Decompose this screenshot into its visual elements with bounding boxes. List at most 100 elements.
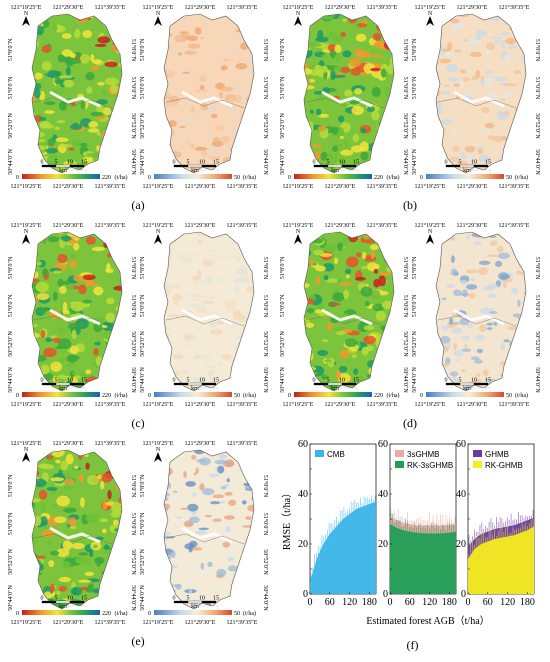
lon-tick-bottom: 121°19′25″E — [283, 401, 314, 408]
lon-tick-top: 121°29′30″E — [53, 440, 84, 447]
agb-patch — [47, 137, 56, 147]
agb-patch — [84, 571, 95, 576]
uncertainty-patch — [164, 535, 170, 540]
colorbar-min: 0 — [288, 175, 291, 181]
uncertainty-patch — [200, 562, 205, 570]
agb-patch — [52, 291, 58, 302]
uncertainty-patch — [247, 277, 252, 285]
y-tick-label: 20 — [456, 539, 466, 550]
uncertainty-patch — [480, 80, 485, 86]
uncertainty-patch — [457, 138, 462, 142]
uncertainty-patch — [219, 91, 223, 99]
colorbar: 0 50 (t/ha) — [148, 610, 256, 617]
uncertainty-patch — [218, 362, 223, 366]
uncertainty-patch — [498, 113, 508, 121]
region-boundary — [435, 231, 527, 392]
lon-tick-top: 121°39′35″E — [95, 440, 126, 447]
agb-patch — [309, 109, 314, 114]
lon-tick-top: 121°19′25″E — [283, 4, 314, 11]
agb-patch — [93, 347, 99, 356]
lat-tick-right: 51°8′0″N — [262, 257, 268, 280]
uncertainty-patch — [460, 279, 468, 286]
lat-tick-left: 51°0′0″N — [139, 512, 146, 535]
lat-tick-right: 51°8′0″N — [130, 39, 137, 62]
scale-tick: 15 — [485, 160, 491, 166]
lon-tick-top: 121°19′25″E — [143, 440, 174, 447]
agb-patch — [35, 555, 47, 559]
agb-patch — [373, 268, 379, 274]
uncertainty-patch — [241, 500, 247, 505]
uncertainty-patch — [470, 277, 476, 282]
scale-tick: 5 — [55, 160, 58, 166]
lat-tick-right: 50°44′0″N — [402, 367, 409, 393]
agb-patch — [379, 271, 392, 277]
uncertainty-patch — [481, 129, 490, 133]
uncertainty-patch — [450, 327, 463, 334]
lat-tick-right: 50°52′0″N — [130, 113, 137, 139]
scale-segment — [69, 600, 85, 604]
agb-patch — [337, 242, 344, 252]
scale-bar: 0 5 10 15 km — [173, 160, 220, 175]
uncertainty-patch — [484, 122, 495, 129]
colorbar-unit: (t/ha) — [115, 174, 128, 181]
lat-tick-left: 51°8′0″N — [8, 38, 14, 61]
lat-tick-left: 50°52′0″N — [139, 549, 146, 575]
uncertainty-patch — [227, 565, 238, 572]
agb-patch — [306, 322, 314, 328]
uncertainty-patch — [172, 354, 184, 360]
lat-tick-right: 51°0′0″N — [402, 77, 409, 100]
lat-tick-left: 51°0′0″N — [411, 76, 418, 99]
uncertainty-patch — [445, 64, 459, 73]
colorbar-unit: (t/ha) — [243, 392, 256, 399]
lat-tick-left: 50°44′0″N — [8, 585, 14, 611]
agb-patch — [59, 144, 73, 148]
agb-patch — [65, 453, 74, 465]
river — [181, 308, 233, 326]
colorbar-unit: (t/ha) — [115, 392, 128, 399]
agb-patch — [95, 536, 104, 541]
agb-patch — [69, 253, 77, 259]
uncertainty-patch — [452, 343, 458, 351]
agb-patch — [359, 141, 369, 153]
region-boundary — [163, 449, 255, 610]
rmse-subplot-2: 0 20 40 60 0 60 120 180 3sGHMB RK-3sGHMB — [378, 439, 457, 608]
uncertainty-patch — [446, 283, 456, 288]
uncertainty-patch — [220, 135, 231, 144]
x-tick-label: 60 — [483, 597, 493, 608]
agb-patch — [36, 261, 42, 266]
uncertainty-patch — [221, 354, 232, 360]
lat-tick-left: 50°52′0″N — [411, 331, 418, 357]
colorbar: 0 220 (t/ha) — [16, 610, 128, 617]
agb-patch — [68, 147, 75, 151]
region-boundary — [163, 231, 255, 392]
agb-patch — [71, 542, 85, 550]
uncertainty-patch — [190, 294, 203, 298]
agb-patch — [109, 84, 119, 94]
agb-patch — [371, 86, 381, 97]
agb-map: 121°19′25″E 121°19′25″E 121°29′30″E 121°29′… — [280, 220, 409, 408]
uncertainty-patch — [177, 375, 183, 379]
uncertainty-patch — [442, 362, 450, 368]
scale-segment — [201, 164, 217, 168]
uncertainty-patch — [199, 84, 205, 90]
uncertainty-patch — [199, 483, 205, 491]
lat-tick-left: 50°52′0″N — [411, 113, 418, 139]
uncertainty-patch — [507, 45, 518, 49]
scale-bar: 0 5 10 15 km — [313, 378, 360, 393]
agb-patch — [57, 326, 66, 333]
uncertainty-patch — [232, 309, 242, 317]
agb-patch — [313, 249, 325, 256]
agb-patch — [32, 93, 36, 104]
north-arrow-shape — [154, 234, 162, 244]
agb-patch — [363, 325, 374, 331]
colorbar-max: 50 — [234, 175, 240, 181]
agb-patch — [35, 281, 49, 293]
north-arrow-shape — [154, 16, 162, 26]
uncertainty-patch — [487, 293, 497, 299]
scale-unit: km — [463, 386, 471, 392]
uncertainty-patch — [173, 490, 178, 493]
legend-label: 3sGHMB — [407, 450, 439, 459]
lat-tick-right: 50°44′0″N — [534, 367, 540, 393]
uncertainty-patch — [474, 334, 486, 341]
agb-patch — [362, 251, 367, 260]
